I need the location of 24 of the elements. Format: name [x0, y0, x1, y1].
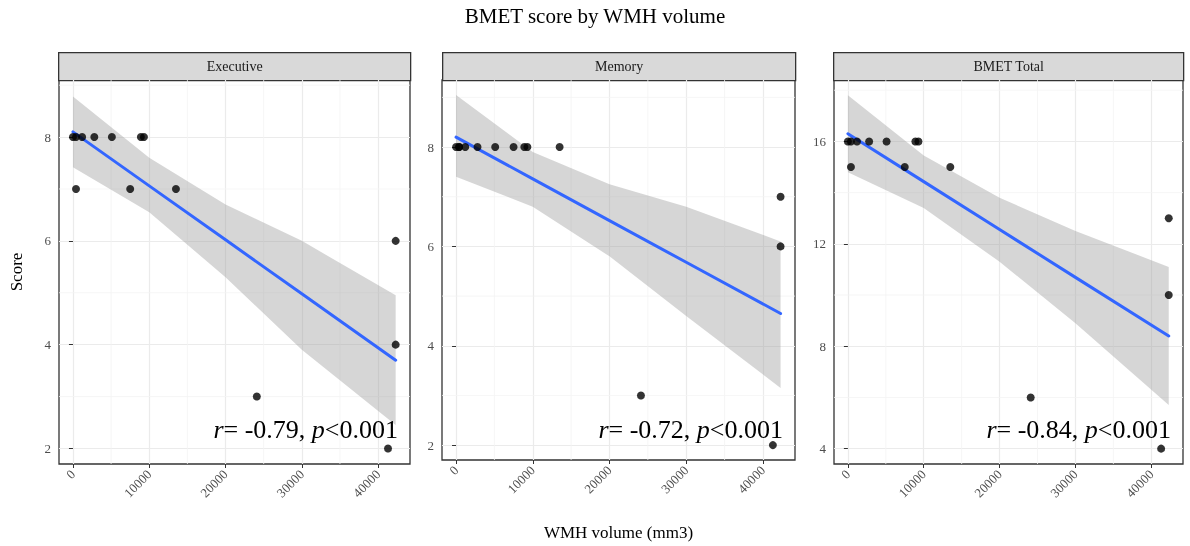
y-tick-label: 2	[44, 440, 51, 456]
y-axis-title: Score	[7, 252, 26, 292]
chart-subtitle: Memory	[595, 59, 644, 75]
y-tick-label: 4	[44, 337, 52, 353]
chart-title: BMET score by WMH volume	[463, 4, 727, 29]
annotation: r= -0.72, p<0.001	[598, 414, 784, 444]
x-axis-title: WMH volume (mm3)	[543, 523, 694, 542]
annotation: r= -0.79, p<0.001	[213, 414, 399, 444]
annotation: r= -0.84, p<0.001	[986, 414, 1172, 444]
x-tick-label: 0	[446, 462, 462, 478]
y-tick-label: 8	[819, 338, 826, 354]
y-tick-label: 2	[427, 437, 434, 453]
y-tick-label: 6	[427, 238, 435, 254]
x-tick-label: 0	[837, 466, 854, 482]
y-tick-label: 16	[813, 133, 827, 149]
y-tick-label: 12	[813, 236, 826, 252]
chart-subtitle: BMET Total	[973, 59, 1044, 75]
x-tick-label: 0	[63, 466, 79, 482]
y-tick-label: 4	[427, 338, 435, 354]
y-tick-label: 8	[44, 129, 51, 145]
y-tick-label: 4	[819, 441, 827, 457]
chart-subtitle: Executive	[206, 59, 263, 75]
y-tick-label: 8	[427, 139, 434, 155]
y-tick-label: 6	[44, 233, 52, 249]
